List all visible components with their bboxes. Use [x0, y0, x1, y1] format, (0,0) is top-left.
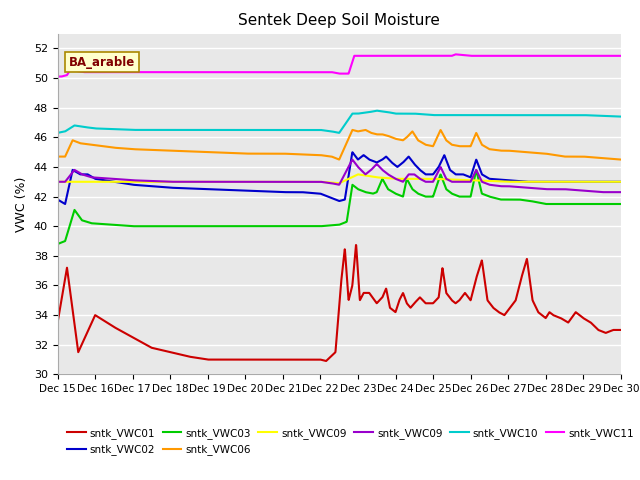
Legend: sntk_VWC01, sntk_VWC02, sntk_VWC03, sntk_VWC06, sntk_VWC09, sntk_VWC09, sntk_VWC: sntk_VWC01, sntk_VWC02, sntk_VWC03, sntk…: [63, 424, 638, 459]
Title: Sentek Deep Soil Moisture: Sentek Deep Soil Moisture: [238, 13, 440, 28]
Y-axis label: VWC (%): VWC (%): [15, 176, 28, 232]
Text: BA_arable: BA_arable: [69, 56, 135, 69]
